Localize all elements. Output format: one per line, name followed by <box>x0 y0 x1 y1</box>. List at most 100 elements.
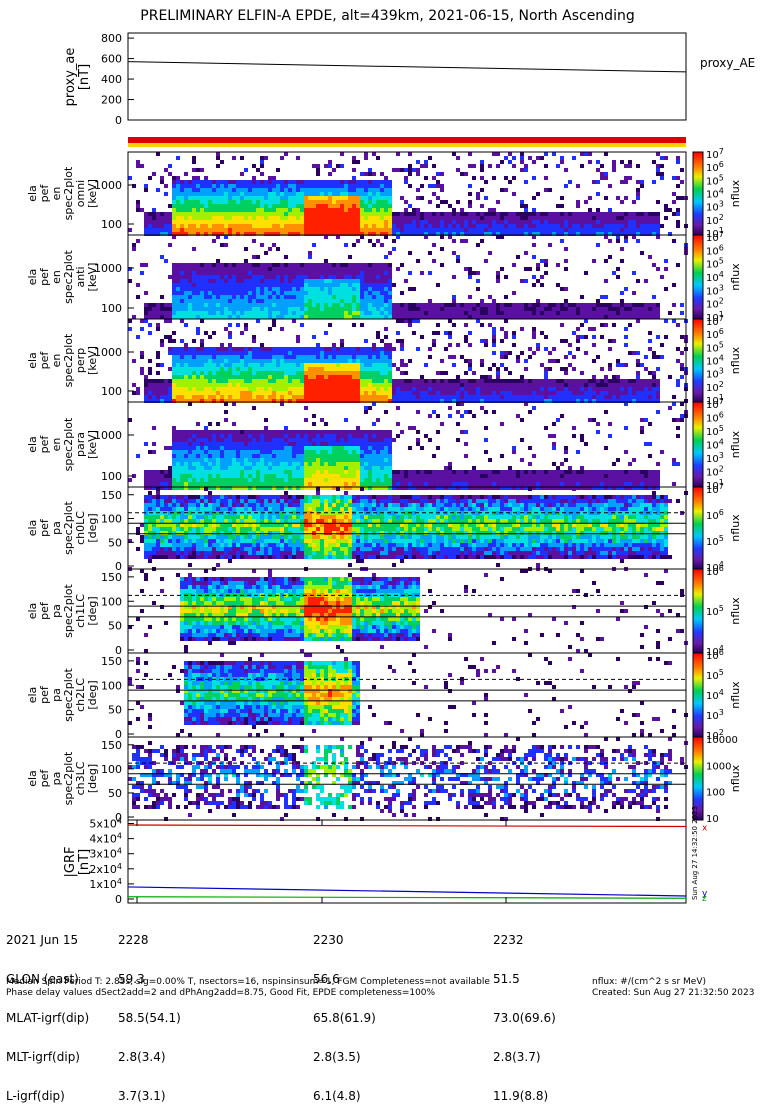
en4-cell <box>248 478 252 482</box>
en1-cell <box>256 168 260 172</box>
en3-cell <box>616 363 620 367</box>
en3-cell <box>528 347 532 351</box>
en3-cell <box>260 343 264 347</box>
en3-cell <box>360 387 364 391</box>
en1-cell <box>640 184 644 188</box>
en2-cell <box>392 247 396 251</box>
en1-cell <box>340 212 344 216</box>
en1-cell <box>420 224 424 228</box>
en1-tick-label: 100 <box>101 218 122 231</box>
en2-cell <box>364 291 368 295</box>
en2-cell <box>616 311 620 315</box>
en4-cell <box>260 438 264 442</box>
en2-cell <box>396 267 400 271</box>
en2-cell <box>432 311 436 315</box>
en2-cell <box>252 283 256 287</box>
en2-cell <box>412 307 416 311</box>
en3-cell <box>308 395 312 399</box>
en3-cell <box>356 375 360 379</box>
en2-cell <box>404 279 408 283</box>
en3-cell <box>196 359 200 363</box>
en3-cell <box>376 395 380 399</box>
en1-cell <box>464 224 468 228</box>
en1-cell <box>372 196 376 200</box>
en1-cell <box>248 196 252 200</box>
en1-cell <box>480 160 484 164</box>
en3-cell <box>244 379 248 383</box>
en1-cell <box>604 228 608 232</box>
en1-cell <box>512 164 516 168</box>
en2-cell <box>328 307 332 311</box>
en2-cell <box>460 315 464 319</box>
en1-cell <box>588 216 592 220</box>
en4-cell <box>232 450 236 454</box>
en3-cell <box>192 367 196 371</box>
en1-cell <box>384 192 388 196</box>
en3-cell <box>332 351 336 355</box>
en3-cell <box>488 395 492 399</box>
en4-cell <box>188 450 192 454</box>
en1-cell <box>328 216 332 220</box>
en1-cell <box>224 216 228 220</box>
en2-cell <box>608 303 612 307</box>
en2-cell <box>340 299 344 303</box>
en4-cell <box>224 470 228 474</box>
en3-cell <box>408 319 412 323</box>
en2-cell <box>320 263 324 267</box>
en1-cell <box>356 204 360 208</box>
en4-cell <box>192 458 196 462</box>
en2-cell <box>256 307 260 311</box>
en4-cell <box>232 454 236 458</box>
en3-cell <box>212 387 216 391</box>
en2-cell <box>384 275 388 279</box>
en3-cell <box>384 371 388 375</box>
en3-cell <box>652 371 656 375</box>
en2-cell <box>304 315 308 319</box>
en1-cell <box>252 212 256 216</box>
en3-cell <box>388 371 392 375</box>
en3-cell <box>232 379 236 383</box>
en3-cell <box>564 383 568 387</box>
en2-cell <box>304 311 308 315</box>
en2-cell <box>292 311 296 315</box>
en2-cell <box>332 263 336 267</box>
en3-cell <box>296 387 300 391</box>
en2-cell <box>464 315 468 319</box>
en2-cell <box>176 299 180 303</box>
en2-cell <box>652 263 656 267</box>
en2-cell <box>192 307 196 311</box>
en1-cell <box>280 156 284 160</box>
en3-cell <box>324 359 328 363</box>
en2-cell <box>368 315 372 319</box>
en2-cell <box>496 307 500 311</box>
en2-cell <box>292 315 296 319</box>
en3-cell <box>296 335 300 339</box>
en2-cell <box>308 263 312 267</box>
en1-cell <box>284 184 288 188</box>
en3-cell <box>296 395 300 399</box>
en3-cell <box>256 383 260 387</box>
en1-cell <box>352 196 356 200</box>
en1-cell <box>492 220 496 224</box>
en1-cell <box>664 204 668 208</box>
en4-cell <box>200 474 204 478</box>
en1-cell <box>204 176 208 180</box>
en3-cell <box>644 379 648 383</box>
en3-cell <box>372 375 376 379</box>
en1-cell <box>212 196 216 200</box>
en2-cell <box>184 279 188 283</box>
en2-cell <box>260 295 264 299</box>
en2-cell <box>616 239 620 243</box>
en3-cell <box>468 379 472 383</box>
en2-cell <box>344 303 348 307</box>
en2-cell <box>356 279 360 283</box>
figure: 0200400600800proxy_AEproxy_ae[nT]1001000… <box>0 0 775 1000</box>
en1-cell <box>576 224 580 228</box>
en1-cell <box>548 188 552 192</box>
en1-cell <box>136 200 140 204</box>
en1-cell <box>380 184 384 188</box>
en3-cell <box>312 379 316 383</box>
en3-cell <box>172 375 176 379</box>
en1-cell <box>320 208 324 212</box>
en3-cell <box>632 351 636 355</box>
